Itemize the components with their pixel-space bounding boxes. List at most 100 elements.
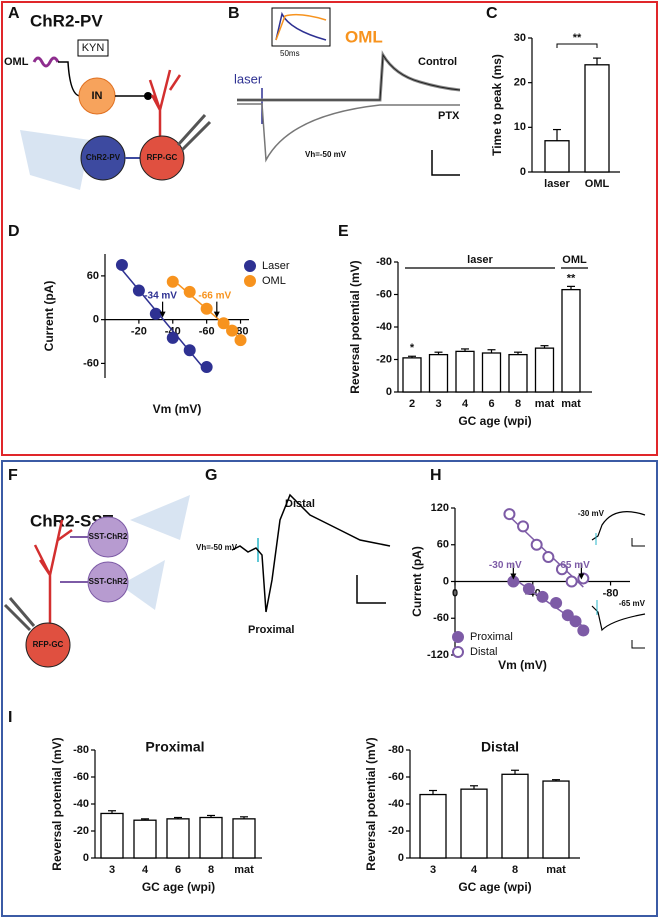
bar bbox=[542, 780, 570, 859]
point bbox=[503, 508, 516, 521]
bar bbox=[133, 819, 157, 859]
diagram-a: ChR2-PV OML KYN IN ChR2-PV RFP-GC bbox=[4, 11, 212, 190]
point bbox=[517, 520, 530, 533]
y-tick-label: 20 bbox=[514, 77, 526, 89]
trace bbox=[275, 11, 327, 41]
light bbox=[120, 495, 190, 610]
bar bbox=[166, 818, 190, 859]
box bbox=[77, 39, 109, 57]
trace bbox=[591, 605, 646, 632]
label: Control bbox=[418, 56, 457, 68]
y-axis-label: Reversal potential (mV) bbox=[50, 737, 64, 870]
point bbox=[561, 609, 574, 622]
y-tick-label: -120 bbox=[427, 649, 449, 661]
y-tick-label: -20 bbox=[388, 825, 404, 837]
arrow-head bbox=[159, 311, 166, 318]
synapse bbox=[144, 92, 152, 100]
dendrite bbox=[148, 69, 182, 150]
x-tick-label: -80 bbox=[603, 587, 619, 599]
label: RFP-GC bbox=[147, 153, 178, 162]
gc-cell bbox=[139, 135, 185, 181]
axon bbox=[32, 56, 60, 68]
point bbox=[132, 284, 145, 297]
point bbox=[555, 563, 568, 576]
panel-border bbox=[1, 460, 658, 917]
x-tick-label: 4 bbox=[462, 398, 469, 410]
trace bbox=[237, 103, 460, 163]
point bbox=[550, 596, 563, 609]
x-tick-label: 3 bbox=[430, 864, 436, 876]
legend-label: OML bbox=[262, 275, 286, 287]
x-tick-label: 3 bbox=[109, 864, 115, 876]
y-tick-label: -40 bbox=[376, 321, 392, 333]
point bbox=[569, 615, 582, 628]
scale-bar bbox=[356, 575, 386, 604]
label: RFP-GC bbox=[33, 640, 64, 649]
x-tick-label: 6 bbox=[488, 398, 494, 410]
bar bbox=[508, 353, 528, 393]
x-tick-label: mat bbox=[234, 864, 254, 876]
label: SST-ChR2 bbox=[89, 577, 128, 586]
panel-letter: E bbox=[338, 223, 349, 240]
annotation: -30 mV bbox=[489, 560, 522, 571]
inset-label: -65 mV bbox=[619, 599, 646, 608]
panel-letter: F bbox=[8, 467, 18, 484]
annotation: -65 mV bbox=[557, 560, 590, 571]
x-tick-label: 2 bbox=[409, 398, 415, 410]
y-tick-label: 60 bbox=[437, 539, 449, 551]
y-tick-label: -80 bbox=[376, 256, 392, 268]
label: Vh=-50 mV bbox=[305, 150, 347, 159]
fit-line bbox=[121, 269, 208, 373]
arrow-head bbox=[578, 573, 585, 580]
trace-b: 50ms OML Control PTX laser Vh=-50 mV bbox=[234, 7, 461, 176]
group-label: OML bbox=[562, 254, 587, 266]
y-tick-label: -40 bbox=[388, 798, 404, 810]
bar bbox=[100, 812, 124, 859]
panel-letter: I bbox=[8, 709, 12, 726]
annotation: ** bbox=[567, 272, 576, 284]
bar bbox=[199, 816, 223, 859]
point bbox=[542, 551, 555, 563]
y-tick-label: -20 bbox=[376, 353, 392, 365]
x-axis-label: GC age (wpi) bbox=[458, 880, 531, 894]
legend-marker bbox=[452, 646, 464, 658]
bar bbox=[501, 773, 529, 859]
panel-letter: G bbox=[205, 467, 217, 484]
y-axis-label: Reversal potential (mV) bbox=[364, 737, 378, 870]
bar bbox=[481, 352, 502, 393]
legend-marker bbox=[452, 631, 464, 643]
group-label: laser bbox=[467, 254, 493, 266]
axon bbox=[60, 536, 88, 583]
label: Proximal bbox=[248, 624, 294, 636]
point bbox=[200, 361, 213, 374]
x-axis-label: Vm (mV) bbox=[498, 658, 547, 672]
y-axis-label: Current (pA) bbox=[42, 281, 56, 352]
y-tick-label: -80 bbox=[388, 744, 404, 756]
x-tick-label: 0 bbox=[452, 587, 458, 599]
trace bbox=[231, 493, 391, 613]
point bbox=[115, 258, 128, 271]
y-axis-label: Reversal potential (mV) bbox=[348, 260, 362, 393]
label: OML bbox=[345, 27, 383, 46]
bar bbox=[428, 353, 449, 393]
bar bbox=[232, 818, 256, 859]
trace bbox=[275, 13, 327, 41]
legend-label: Distal bbox=[470, 646, 498, 658]
chart-title: Proximal bbox=[145, 739, 204, 755]
x-tick-label: -60 bbox=[199, 326, 215, 338]
label: 50ms bbox=[280, 49, 300, 58]
y-axis-label: Time to peak (ms) bbox=[490, 54, 504, 156]
x-tick-label: 8 bbox=[208, 864, 214, 876]
trace bbox=[591, 511, 646, 541]
bar bbox=[460, 788, 488, 859]
y-tick-label: -60 bbox=[376, 288, 392, 300]
y-tick-label: 0 bbox=[443, 575, 449, 587]
point bbox=[565, 575, 578, 588]
x-tick-label: mat bbox=[535, 398, 555, 410]
arrow-head bbox=[213, 311, 220, 318]
annotation: ** bbox=[573, 32, 582, 44]
label: PTX bbox=[438, 110, 460, 122]
x-tick-label: mat bbox=[546, 864, 566, 876]
electrode bbox=[176, 113, 212, 152]
